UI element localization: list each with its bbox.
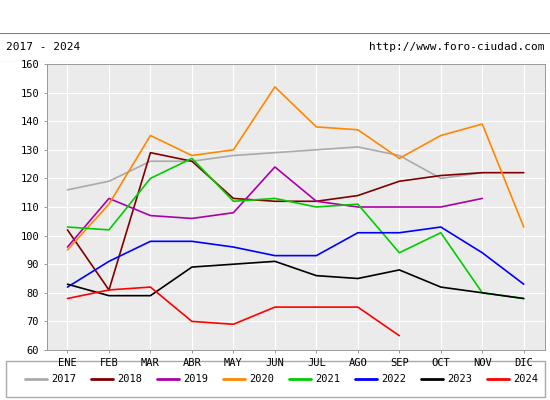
Text: 2020: 2020 xyxy=(249,374,274,384)
Text: http://www.foro-ciudad.com: http://www.foro-ciudad.com xyxy=(369,42,544,52)
Text: 2021: 2021 xyxy=(315,374,340,384)
Text: 2022: 2022 xyxy=(381,374,406,384)
Text: 2018: 2018 xyxy=(117,374,142,384)
Text: 2019: 2019 xyxy=(183,374,208,384)
Text: 2024: 2024 xyxy=(513,374,538,384)
Text: Evolucion del paro registrado en Canena: Evolucion del paro registrado en Canena xyxy=(101,9,449,24)
Text: 2017: 2017 xyxy=(51,374,76,384)
Bar xyxy=(6,361,544,397)
Text: 2023: 2023 xyxy=(447,374,472,384)
Text: 2017 - 2024: 2017 - 2024 xyxy=(6,42,80,52)
